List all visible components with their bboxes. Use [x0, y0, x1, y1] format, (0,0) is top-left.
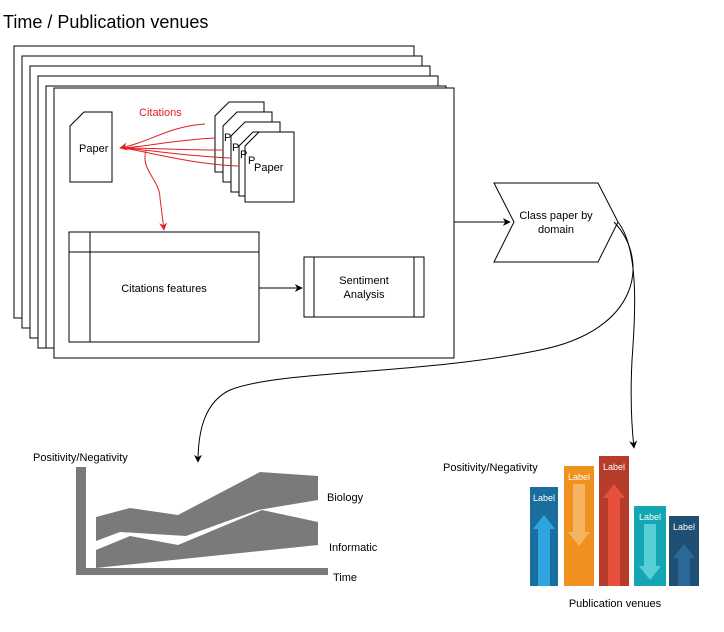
sentiment-line2: Analysis: [344, 289, 385, 301]
bar-arrow-down-4: [639, 524, 661, 580]
area-chart-x-axis: [76, 568, 328, 575]
area-chart-xlabel: Time: [333, 572, 357, 584]
bar-arrow-up-1: [533, 515, 555, 586]
citation-arrows: [119, 123, 239, 231]
legend-biology: Biology: [327, 492, 364, 504]
bar-label-2: Label: [568, 472, 590, 482]
svg-text:P: P: [240, 149, 247, 161]
citing-papers: [214, 101, 295, 203]
bar-arrow-up-3: [603, 484, 625, 586]
sentiment-analysis-box: Sentiment Analysis: [303, 256, 425, 318]
bar-label-3: Label: [603, 462, 625, 472]
bar-chart-xlabel: Publication venues: [569, 598, 662, 610]
legend-informatic: Informatic: [329, 542, 378, 554]
bar-chart-ylabel: Positivity/Negativity: [443, 462, 538, 474]
sentiment-line1: Sentiment: [339, 275, 389, 287]
area-chart-y-axis: [76, 467, 86, 575]
arrow-to-bar-chart: [617, 221, 638, 449]
citations-label: Citations: [139, 107, 182, 119]
page-title: Time / Publication venues: [3, 12, 208, 32]
class-paper-step: Class paper by domain: [493, 182, 619, 263]
main-paper-label: Paper: [79, 143, 109, 155]
bar-arrow-up-5: [673, 544, 695, 586]
svg-text:P: P: [224, 132, 231, 144]
area-biology: [96, 472, 318, 541]
class-paper-line2: domain: [538, 224, 574, 236]
bar-label-4: Label: [639, 512, 661, 522]
svg-text:Paper: Paper: [254, 162, 284, 174]
class-paper-line1: Class paper by: [519, 210, 593, 222]
svg-text:P: P: [232, 142, 239, 154]
citing-paper-labels: P P P P Paper: [224, 132, 284, 174]
area-chart: Positivity/Negativity Biology Informatic…: [33, 452, 378, 584]
main-paper: Paper: [69, 111, 113, 183]
svg-text:P: P: [248, 155, 255, 167]
area-informatic: [96, 510, 318, 568]
area-chart-ylabel: Positivity/Negativity: [33, 452, 128, 464]
arrow-to-area-chart: [194, 221, 634, 463]
bar-chart: Positivity/Negativity Label Label Label Lab…: [443, 456, 699, 610]
bar-label-5: Label: [673, 522, 695, 532]
bar-label-1: Label: [533, 493, 555, 503]
citations-features-box: Citations features: [68, 231, 260, 343]
citations-features-label: Citations features: [121, 283, 207, 295]
bar-arrow-down-2: [568, 484, 590, 546]
